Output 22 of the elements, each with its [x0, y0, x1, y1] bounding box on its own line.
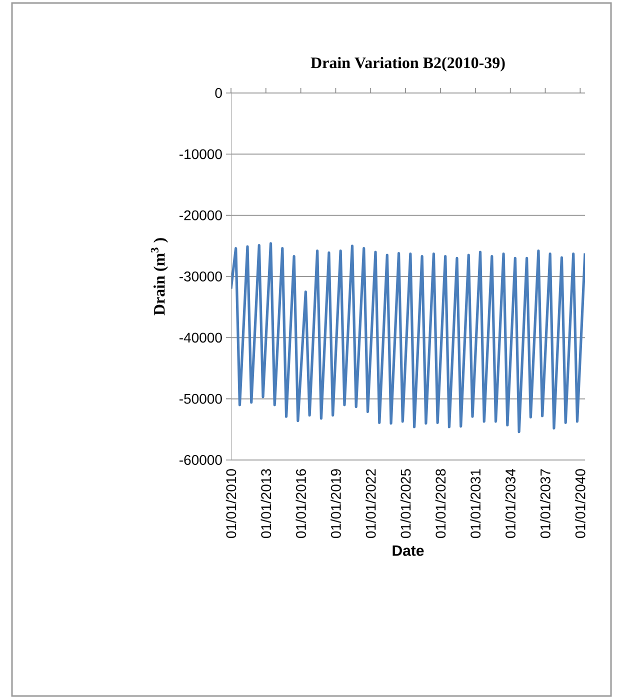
x-tick-label: 01/01/2034 — [505, 468, 516, 538]
x-tick-label: 01/01/2019 — [330, 469, 341, 538]
x-tick-label: 01/01/2016 — [296, 469, 306, 538]
x-tick-label: 01/01/2010 — [226, 469, 236, 538]
y-axis-title: Drain (m$^{3}$ ) — [150, 238, 168, 316]
y-tick-label: -30000 — [180, 272, 222, 282]
x-tick-label: 01/01/2037 — [540, 469, 550, 538]
y-tick-label: -60000 — [180, 455, 222, 465]
y-tick-label: -20000 — [180, 210, 222, 220]
y-tick-label: 0 — [215, 88, 222, 98]
y-tick-label: -10000 — [180, 149, 222, 160]
x-axis-title: Date — [392, 545, 424, 556]
chart-title: Drain Variation B2(2010-39) — [310, 56, 505, 72]
x-tick-label: 01/01/2028 — [435, 469, 446, 538]
x-tick-label: 01/01/2022 — [366, 469, 376, 538]
y-tick-label: -50000 — [180, 394, 222, 404]
y-tick-label: -40000 — [180, 332, 222, 343]
line-series — [231, 242, 586, 434]
x-tick-label: 01/01/2040 — [575, 469, 586, 538]
x-tick-label: 01/01/2013 — [260, 469, 272, 538]
x-tick-label: 01/01/2031 — [470, 469, 481, 538]
x-tick-label: 01/01/2025 — [400, 469, 411, 538]
